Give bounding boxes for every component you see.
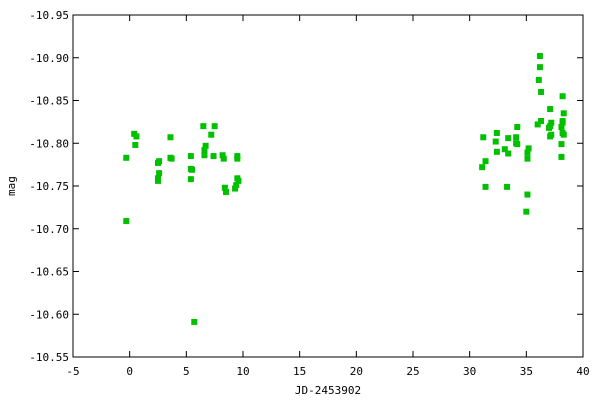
axis-ticks: -5 0 5 10 15 20 25 30 35 40 -10.95 -10.90 -10.85 -10.…: [29, 9, 589, 378]
data-point: [558, 141, 565, 148]
x-axis-label: JD-2453902: [295, 384, 361, 397]
data-point: [202, 142, 209, 149]
data-point: [156, 170, 163, 177]
data-point: [479, 164, 486, 171]
data-point: [187, 153, 194, 160]
data-point: [493, 129, 500, 136]
x-tick-label: 40: [576, 365, 589, 378]
data-point: [132, 141, 139, 148]
data-point: [232, 185, 239, 192]
data-point: [482, 183, 489, 190]
data-point: [201, 152, 208, 159]
data-point: [223, 188, 229, 195]
data-point: [211, 123, 218, 130]
data-point: [123, 218, 130, 225]
y-tick-label: -10.60: [29, 308, 69, 321]
x-tick-label: 5: [183, 365, 190, 378]
x-tick-label: -5: [66, 365, 79, 378]
x-tick-label: 25: [406, 365, 419, 378]
data-point: [558, 124, 565, 131]
data-point: [513, 134, 520, 141]
data-point: [536, 64, 543, 71]
data-point: [221, 184, 228, 191]
data-point: [547, 106, 554, 113]
data-point: [208, 131, 215, 138]
data-point: [191, 318, 198, 325]
y-tick-label: -10.85: [29, 95, 69, 108]
data-point: [546, 124, 552, 131]
data-point: [480, 134, 487, 141]
data-point: [560, 110, 567, 117]
data-point: [155, 177, 161, 184]
data-point: [559, 119, 566, 126]
data-point: [535, 76, 542, 83]
x-tick-label: 20: [350, 365, 363, 378]
data-point: [482, 158, 489, 165]
data-point: [219, 152, 226, 159]
y-tick-label: -10.95: [29, 9, 69, 22]
data-point: [233, 182, 240, 189]
data-point: [187, 176, 194, 183]
data-point: [210, 153, 217, 160]
data-point: [234, 155, 241, 162]
data-point: [558, 153, 565, 160]
data-point: [220, 155, 227, 162]
data-point: [538, 88, 545, 95]
data-point: [514, 124, 521, 131]
x-tick-label: 30: [463, 365, 476, 378]
data-point: [504, 183, 511, 190]
data-point: [524, 155, 531, 162]
data-point: [235, 177, 242, 184]
data-point: [505, 150, 512, 157]
data-point: [524, 191, 531, 198]
x-tick-label: 35: [520, 365, 533, 378]
data-point: [559, 93, 566, 100]
data-point: [548, 119, 555, 126]
y-tick-label: -10.65: [29, 266, 69, 279]
x-tick-label: 0: [126, 365, 133, 378]
data-point: [200, 123, 207, 130]
y-tick-label: -10.90: [29, 52, 69, 65]
y-tick-label: -10.80: [29, 137, 69, 150]
data-point: [547, 133, 554, 140]
x-tick-label: 15: [293, 365, 306, 378]
data-point: [201, 147, 208, 154]
data-point: [168, 155, 175, 162]
data-point: [514, 141, 521, 148]
data-point: [189, 166, 195, 173]
data-points: [123, 53, 567, 325]
x-tick-label: 10: [236, 365, 249, 378]
y-tick-label: -10.70: [29, 223, 69, 236]
data-point: [524, 149, 531, 156]
data-point: [493, 148, 500, 155]
data-point: [505, 135, 512, 142]
plot-frame: [72, 14, 584, 358]
y-axis-label: mag: [5, 176, 18, 196]
data-point: [501, 146, 508, 153]
data-point: [525, 145, 532, 152]
y-tick-label: -10.75: [29, 180, 69, 193]
data-point: [492, 138, 499, 145]
y-tick-label: -10.55: [29, 351, 69, 364]
data-point: [536, 53, 543, 60]
data-point: [123, 154, 130, 161]
data-point: [156, 158, 163, 165]
data-point: [560, 131, 567, 138]
data-point: [534, 121, 541, 128]
data-point: [133, 133, 140, 140]
data-point: [538, 118, 545, 125]
data-point: [167, 134, 174, 141]
data-point: [523, 208, 530, 215]
